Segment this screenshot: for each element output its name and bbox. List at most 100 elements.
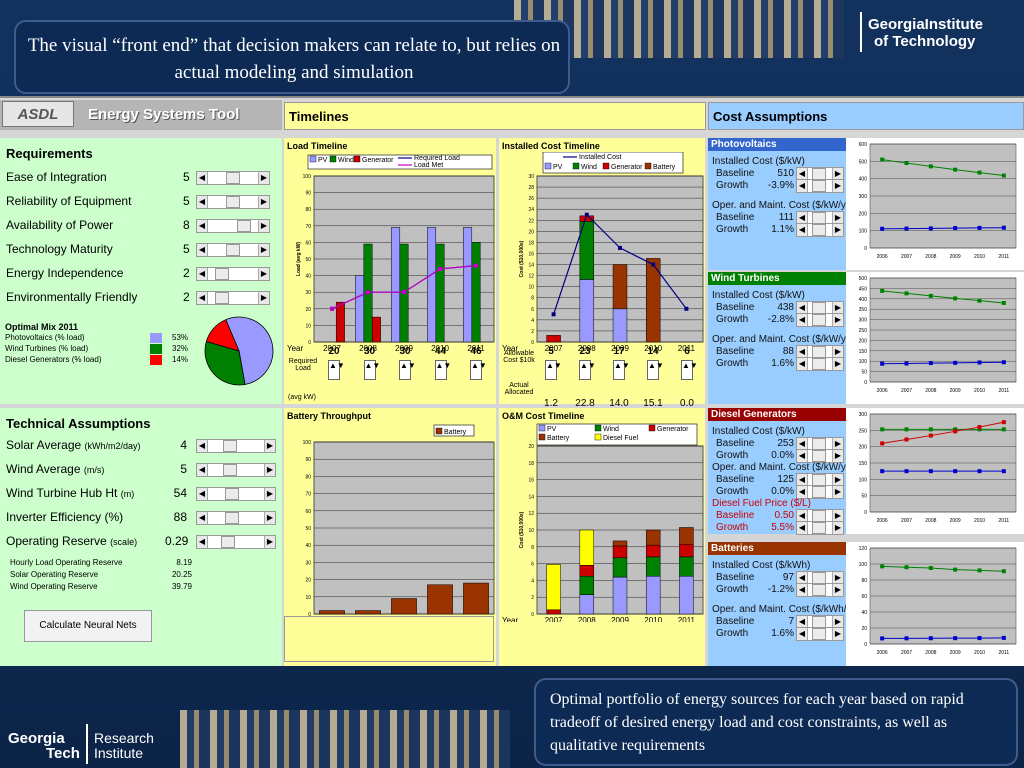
slider-thumb[interactable] (215, 268, 230, 280)
scroll-left-arrow-icon[interactable]: ◀ (197, 488, 208, 500)
scroll-right-arrow-icon[interactable]: ▶ (832, 628, 843, 640)
cost-row-slider[interactable]: ◀ ▶ (796, 357, 844, 371)
scroll-right-arrow-icon[interactable]: ▶ (258, 196, 269, 208)
scroll-left-arrow-icon[interactable]: ◀ (797, 346, 808, 358)
spinner-up-down[interactable]: ▲▼ (681, 360, 698, 380)
cost-row-slider[interactable]: ◀ ▶ (796, 627, 844, 641)
technical-slider[interactable]: ◀ ▶ (196, 535, 276, 549)
scroll-right-arrow-icon[interactable]: ▶ (832, 224, 843, 236)
scroll-left-arrow-icon[interactable]: ◀ (797, 450, 808, 462)
slider-thumb[interactable] (222, 464, 237, 476)
slider-thumb[interactable] (812, 522, 826, 534)
spinner-up-down[interactable]: ▲▼ (434, 360, 451, 380)
slider-thumb[interactable] (224, 512, 239, 524)
scroll-right-arrow-icon[interactable]: ▶ (832, 168, 843, 180)
scroll-left-arrow-icon[interactable]: ◀ (797, 616, 808, 628)
requirement-slider[interactable]: ◀ ▶ (196, 195, 270, 209)
scroll-left-arrow-icon[interactable]: ◀ (797, 168, 808, 180)
scroll-left-arrow-icon[interactable]: ◀ (797, 510, 808, 522)
scroll-left-arrow-icon[interactable]: ◀ (797, 358, 808, 370)
slider-thumb[interactable] (226, 244, 240, 256)
slider-thumb[interactable] (812, 314, 826, 326)
spinner-up-down[interactable]: ▲▼ (363, 360, 380, 380)
cost-row-slider[interactable]: ◀ ▶ (796, 583, 844, 597)
cost-row-slider[interactable]: ◀ ▶ (796, 521, 844, 535)
scroll-right-arrow-icon[interactable]: ▶ (264, 488, 275, 500)
technical-slider[interactable]: ◀ ▶ (196, 511, 276, 525)
scroll-right-arrow-icon[interactable]: ▶ (832, 358, 843, 370)
slider-thumb[interactable] (226, 172, 240, 184)
scroll-left-arrow-icon[interactable]: ◀ (797, 302, 808, 314)
slider-thumb[interactable] (812, 584, 826, 596)
allowable-input-value[interactable]: 5 (548, 346, 554, 357)
requirement-slider[interactable]: ◀ ▶ (196, 219, 270, 233)
technical-slider[interactable]: ◀ ▶ (196, 439, 276, 453)
scroll-left-arrow-icon[interactable]: ◀ (197, 172, 208, 184)
cost-row-slider[interactable]: ◀ ▶ (796, 301, 844, 315)
scroll-left-arrow-icon[interactable]: ◀ (197, 244, 208, 256)
slider-thumb[interactable] (812, 450, 826, 462)
scroll-left-arrow-icon[interactable]: ◀ (797, 438, 808, 450)
scroll-right-arrow-icon[interactable]: ▶ (832, 346, 843, 358)
scroll-left-arrow-icon[interactable]: ◀ (197, 464, 208, 476)
scroll-right-arrow-icon[interactable]: ▶ (264, 440, 275, 452)
allowable-input-value[interactable]: 6 (684, 346, 690, 357)
cost-row-slider[interactable]: ◀ ▶ (796, 179, 844, 193)
scroll-left-arrow-icon[interactable]: ◀ (797, 486, 808, 498)
cost-row-slider[interactable]: ◀ ▶ (796, 313, 844, 327)
technical-slider[interactable]: ◀ ▶ (196, 463, 276, 477)
slider-thumb[interactable] (215, 292, 230, 304)
slider-thumb[interactable] (812, 224, 826, 236)
spinner-up-down[interactable]: ▲▼ (579, 360, 596, 380)
scroll-left-arrow-icon[interactable]: ◀ (197, 220, 208, 232)
scroll-left-arrow-icon[interactable]: ◀ (797, 572, 808, 584)
spinner-up-down[interactable]: ▲▼ (470, 360, 487, 380)
scroll-right-arrow-icon[interactable]: ▶ (258, 292, 269, 304)
scroll-right-arrow-icon[interactable]: ▶ (258, 220, 269, 232)
scroll-left-arrow-icon[interactable]: ◀ (197, 512, 208, 524)
scroll-left-arrow-icon[interactable]: ◀ (797, 180, 808, 192)
requirement-slider[interactable]: ◀ ▶ (196, 243, 270, 257)
requirement-slider[interactable]: ◀ ▶ (196, 291, 270, 305)
slider-thumb[interactable] (220, 536, 235, 548)
scroll-right-arrow-icon[interactable]: ▶ (832, 180, 843, 192)
technical-slider[interactable]: ◀ ▶ (196, 487, 276, 501)
allowable-input-value[interactable]: 30 (399, 346, 411, 357)
slider-thumb[interactable] (236, 220, 251, 232)
slider-thumb[interactable] (812, 358, 826, 370)
spinner-up-down[interactable]: ▲▼ (328, 360, 345, 380)
slider-thumb[interactable] (812, 180, 826, 192)
scroll-left-arrow-icon[interactable]: ◀ (797, 314, 808, 326)
scroll-right-arrow-icon[interactable]: ▶ (832, 438, 843, 450)
requirement-slider[interactable]: ◀ ▶ (196, 171, 270, 185)
scroll-right-arrow-icon[interactable]: ▶ (264, 512, 275, 524)
slider-thumb[interactable] (222, 440, 237, 452)
scroll-right-arrow-icon[interactable]: ▶ (258, 244, 269, 256)
scroll-left-arrow-icon[interactable]: ◀ (197, 440, 208, 452)
requirement-slider[interactable]: ◀ ▶ (196, 267, 270, 281)
scroll-left-arrow-icon[interactable]: ◀ (797, 522, 808, 534)
calculate-neural-nets-button[interactable]: Calculate Neural Nets (24, 610, 152, 642)
scroll-right-arrow-icon[interactable]: ▶ (832, 616, 843, 628)
scroll-right-arrow-icon[interactable]: ▶ (832, 510, 843, 522)
allowable-input-value[interactable]: 17 (613, 346, 625, 357)
scroll-right-arrow-icon[interactable]: ▶ (832, 314, 843, 326)
scroll-right-arrow-icon[interactable]: ▶ (832, 302, 843, 314)
allowable-input-value[interactable]: 44 (434, 346, 447, 357)
scroll-right-arrow-icon[interactable]: ▶ (258, 172, 269, 184)
scroll-right-arrow-icon[interactable]: ▶ (264, 536, 275, 548)
cost-row-slider[interactable]: ◀ ▶ (796, 345, 844, 359)
allowable-input-value[interactable]: 20 (328, 346, 340, 357)
scroll-left-arrow-icon[interactable]: ◀ (797, 212, 808, 224)
spinner-up-down[interactable]: ▲▼ (613, 360, 630, 380)
scroll-right-arrow-icon[interactable]: ▶ (264, 464, 275, 476)
scroll-right-arrow-icon[interactable]: ▶ (832, 212, 843, 224)
allowable-input-value[interactable]: 23 (579, 346, 591, 357)
allowable-input-value[interactable]: 30 (363, 346, 376, 357)
scroll-left-arrow-icon[interactable]: ◀ (797, 224, 808, 236)
slider-thumb[interactable] (812, 486, 826, 498)
scroll-left-arrow-icon[interactable]: ◀ (797, 584, 808, 596)
scroll-right-arrow-icon[interactable]: ▶ (832, 474, 843, 486)
spinner-up-down[interactable]: ▲▼ (647, 360, 664, 380)
slider-thumb[interactable] (224, 488, 239, 500)
